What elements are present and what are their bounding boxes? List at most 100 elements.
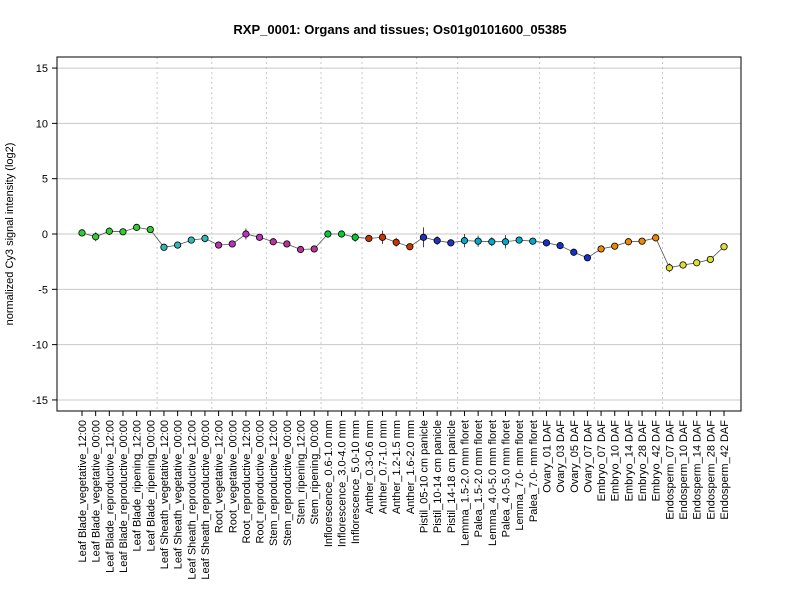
data-point <box>542 239 551 247</box>
data-point <box>351 233 359 241</box>
data-point <box>296 245 305 254</box>
x-tick-label: Leaf Blade_vegetative_00:00 <box>91 420 103 563</box>
x-tick-label: Leaf Sheath_reproductive_00:00 <box>200 420 212 580</box>
data-point <box>283 240 291 248</box>
data-point <box>105 227 113 235</box>
data-point <box>474 237 482 245</box>
error-bars <box>81 225 725 273</box>
y-axis-label: normalized Cy3 signal intensity (log2) <box>4 143 16 326</box>
x-tick-label: Pistil_05-10 cm panicle <box>419 420 431 533</box>
x-tick-label: Inflorescence_3.0-4.0 mm <box>337 420 349 547</box>
x-tick-label: Embryo_07 DAF <box>596 420 608 502</box>
x-tick-label: Endosperm_14 DAF <box>692 420 704 520</box>
group-separators <box>156 57 664 411</box>
x-axis: Leaf Blade_vegetative_12:00 Leaf Blade_ve… <box>77 411 731 580</box>
data-point <box>488 238 496 246</box>
x-tick-label: Stem_reproductive_12:00 <box>268 420 280 546</box>
data-point <box>611 242 619 250</box>
x-tick-label: Lemma_4.0-5.0 mm floret <box>487 420 499 546</box>
x-tick-label: Ovary_01 DAF <box>541 420 553 493</box>
x-tick-label: Embryo_10 DAF <box>610 420 622 502</box>
data-point <box>693 259 701 267</box>
data-point <box>337 230 346 238</box>
x-tick-label: Pistil_10-14 cm panicle <box>432 420 444 533</box>
data-point <box>679 261 687 269</box>
data-point <box>706 255 714 264</box>
data-point <box>515 236 523 244</box>
data-point <box>638 237 646 245</box>
data-point <box>419 233 428 241</box>
data-point <box>310 245 318 253</box>
y-tick-label: -10 <box>32 340 48 352</box>
data-points <box>78 223 728 272</box>
data-point <box>269 238 277 246</box>
x-tick-label: Endosperm_28 DAF <box>705 420 717 520</box>
data-point <box>365 234 373 243</box>
y-tick-label: 5 <box>42 174 48 186</box>
data-point <box>242 230 250 238</box>
data-point <box>201 234 209 243</box>
y-tick-label: 15 <box>36 63 48 75</box>
data-point <box>228 240 236 248</box>
data-point <box>324 230 332 238</box>
data-point <box>433 237 441 245</box>
x-tick-label: Stem_reproductive_00:00 <box>282 420 294 546</box>
x-tick-label: Root_reproductive_00:00 <box>255 420 267 544</box>
data-point <box>665 264 673 272</box>
data-point <box>720 243 728 251</box>
x-tick-label: Leaf Blade_ripening_00:00 <box>145 420 157 552</box>
x-tick-label: Palea_1.5-2.0 mm floret <box>473 420 485 537</box>
data-point <box>160 243 168 251</box>
x-tick-label: Inflorescence_5.0-10 mm <box>350 420 362 544</box>
y-tick-label: 10 <box>36 118 48 130</box>
data-point <box>133 223 141 231</box>
x-tick-label: Inflorescence_0.6-1.0 mm <box>323 420 335 547</box>
x-tick-label: Lemma_1.5-2.0 mm floret <box>460 420 472 546</box>
data-point <box>255 233 264 241</box>
data-point <box>597 245 605 253</box>
x-tick-label: Root_vegetative_00:00 <box>227 420 239 533</box>
x-tick-label: Embryo_28 DAF <box>637 420 649 502</box>
x-tick-label: Leaf Blade_ripening_12:00 <box>132 420 144 552</box>
x-tick-label: Ovary_07 DAF <box>582 420 594 493</box>
x-tick-label: Root_vegetative_12:00 <box>214 420 226 533</box>
x-tick-label: Embryo_14 DAF <box>623 420 635 502</box>
data-point <box>146 225 154 234</box>
x-tick-label: Embryo_42 DAF <box>651 420 663 502</box>
x-tick-label: Endosperm_10 DAF <box>678 420 690 520</box>
x-tick-label: Anther_1.6-2.0 mm <box>405 420 417 514</box>
y-axis: -15 -10 -5 0 5 10 15 <box>32 63 57 407</box>
data-point <box>78 229 86 237</box>
x-tick-label: Ovary_03 DAF <box>555 420 567 493</box>
data-point <box>119 228 127 236</box>
data-point <box>501 238 510 246</box>
data-point <box>529 237 537 245</box>
x-tick-label: Stem_ripening_00:00 <box>309 420 321 525</box>
chart-title: RXP_0001: Organs and tissues; Os01g01016… <box>233 22 566 37</box>
x-tick-label: Pistil_14-18 cm panicle <box>446 420 458 533</box>
data-point <box>570 248 578 256</box>
data-point <box>187 236 195 244</box>
x-tick-label: Anther_0.7-1.0 mm <box>378 420 390 514</box>
data-point <box>624 238 633 246</box>
data-point <box>174 241 182 249</box>
x-tick-label: Ovary_05 DAF <box>569 420 581 493</box>
data-point <box>406 243 414 251</box>
x-tick-label: Lemma_7.0- mm floret <box>514 420 526 531</box>
x-tick-label: Leaf Blade_vegetative_12:00 <box>77 420 89 563</box>
x-tick-label: Leaf Sheath_vegetative_00:00 <box>173 420 185 569</box>
data-point <box>460 237 469 245</box>
x-tick-label: Leaf Sheath_reproductive_12:00 <box>186 420 198 580</box>
data-point <box>652 234 660 242</box>
y-tick-label: 0 <box>42 229 48 241</box>
data-point <box>92 233 100 241</box>
x-tick-label: Anther_1.2-1.5 mm <box>391 420 403 514</box>
x-tick-label: Leaf Blade_reproductive_12:00 <box>104 420 116 573</box>
data-point <box>215 241 223 249</box>
data-point <box>583 254 592 262</box>
y-tick-label: -15 <box>32 395 48 407</box>
data-point <box>556 242 564 250</box>
data-point <box>378 233 387 241</box>
x-tick-label: Stem_ripening_12:00 <box>296 420 308 525</box>
